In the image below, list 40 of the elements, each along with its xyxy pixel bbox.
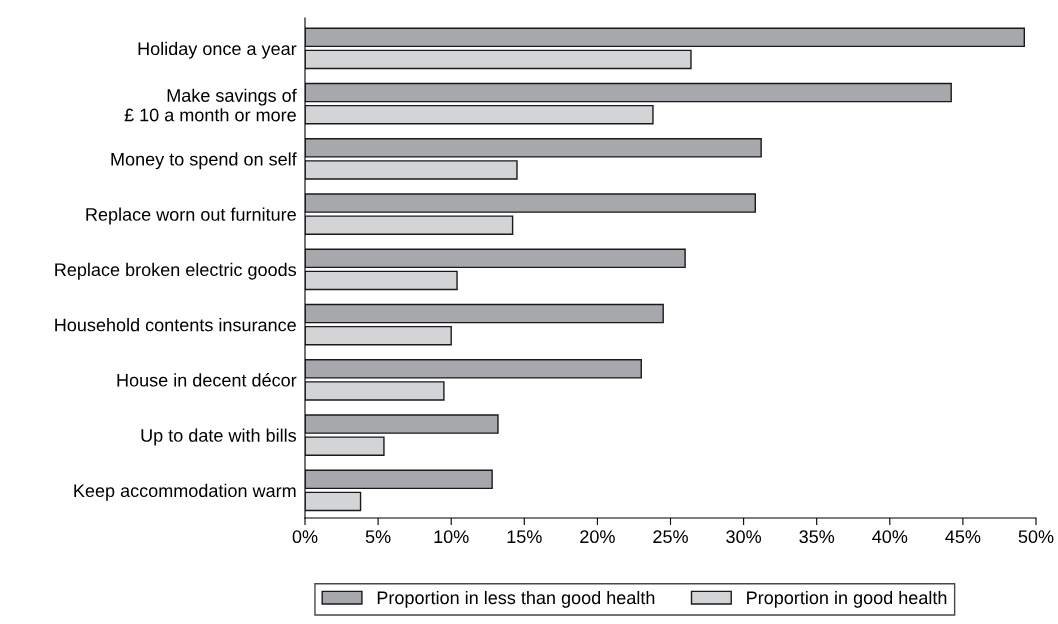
y-tick-label: Replace worn out furniture <box>86 207 296 225</box>
x-tick-label: 40% <box>872 530 908 544</box>
bar <box>305 381 445 401</box>
x-tick-label: 50% <box>1018 530 1054 544</box>
y-tick-label: House in decent décor <box>117 373 297 387</box>
bar <box>305 303 664 324</box>
x-tick-label: 30% <box>726 530 762 544</box>
bar <box>305 215 514 235</box>
x-tick-label: 25% <box>653 530 688 544</box>
bar <box>305 82 952 103</box>
x-tick-label: 45% <box>945 530 981 544</box>
y-tick-label: Money to spend on self <box>111 152 297 170</box>
bar <box>305 325 452 346</box>
bar <box>305 469 493 490</box>
x-tick-label: 5% <box>365 530 391 544</box>
bar <box>305 436 385 456</box>
bar <box>305 359 642 379</box>
y-tick-label: Household contents insurance <box>55 318 296 332</box>
legend-label: Proportion in less than good health <box>377 590 655 608</box>
x-tick-label: 10% <box>434 530 469 544</box>
legend-label: Proportion in good health <box>747 590 947 608</box>
y-tick-label: Holiday once a year <box>138 41 297 59</box>
bar <box>305 414 499 434</box>
y-tick-label: Up to date with bills <box>141 428 297 446</box>
x-tick-label: 35% <box>799 530 835 544</box>
bar <box>305 27 1025 48</box>
y-tick-label: Replace broken electric goods <box>55 262 297 280</box>
y-tick-label: Keep accommodation warm <box>74 483 296 501</box>
y-tick-label: Make savings of £ 10 a month or more <box>124 88 297 122</box>
x-tick-label: 15% <box>507 530 542 544</box>
bar <box>305 193 756 213</box>
x-tick-label: 20% <box>580 530 615 544</box>
bar <box>305 270 458 291</box>
bar <box>305 248 686 269</box>
bar <box>305 104 654 125</box>
bar <box>305 138 762 158</box>
bar <box>305 49 692 70</box>
bar <box>305 160 518 180</box>
x-tick-label: 0% <box>292 530 318 544</box>
bar <box>305 491 362 512</box>
